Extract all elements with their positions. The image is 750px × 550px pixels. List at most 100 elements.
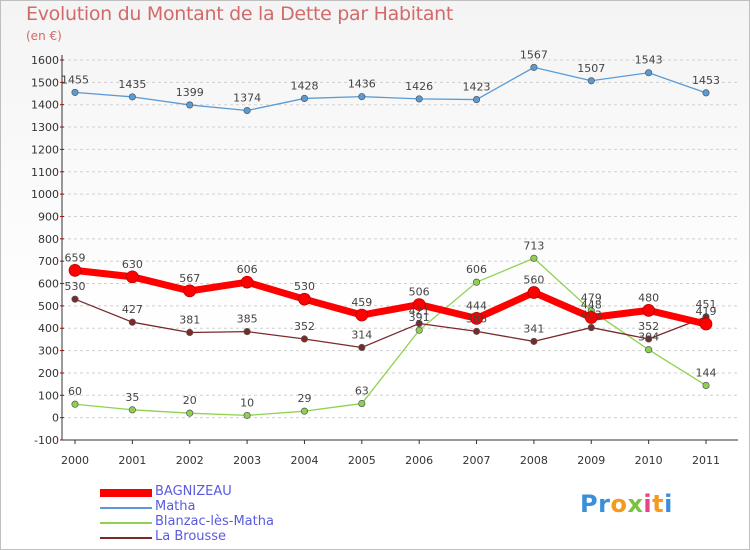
data-point [358, 400, 366, 408]
y-tick-label: 500 [38, 300, 59, 313]
data-point [300, 407, 309, 415]
data-point [699, 317, 713, 331]
x-tick-label: 2005 [348, 454, 376, 467]
chart-title: Evolution du Montant de la Dette par Hab… [26, 3, 454, 25]
data-label: 144 [696, 366, 717, 379]
data-point [243, 106, 251, 115]
data-label: 385 [237, 313, 258, 326]
data-point [645, 346, 653, 354]
data-label: 459 [351, 296, 372, 309]
data-point [240, 275, 254, 289]
y-tick-label: 200 [38, 367, 59, 380]
legend-swatch [100, 522, 152, 524]
data-label: 304 [638, 331, 659, 344]
data-label: 381 [179, 313, 200, 326]
series-line [74, 66, 707, 112]
data-label: 29 [297, 392, 311, 405]
data-point [412, 298, 426, 311]
x-tick-label: 2003 [233, 454, 261, 467]
x-tick-label: 2004 [290, 454, 318, 467]
data-label: 530 [294, 280, 315, 293]
legend-item: BAGNIZEAU [100, 484, 360, 500]
data-label: 35 [125, 391, 139, 404]
data-point [530, 254, 538, 262]
data-label: 606 [466, 263, 487, 276]
y-tick-label: 1300 [31, 121, 59, 134]
data-label: 1436 [348, 78, 376, 91]
legend-item: La Brousse [100, 529, 360, 545]
series-line [74, 266, 707, 328]
data-point [645, 335, 653, 343]
data-point [530, 337, 538, 345]
data-point [587, 77, 595, 85]
data-label: 10 [240, 396, 254, 409]
data-label: 1428 [290, 79, 318, 92]
proxiti-logo: Proxiti [580, 490, 673, 518]
legend-item: Matha [100, 499, 360, 515]
x-tick-label: 2001 [118, 454, 146, 467]
logo-letter: i [664, 490, 673, 518]
data-label: 480 [638, 291, 659, 304]
data-label: 427 [122, 303, 143, 316]
data-label: 560 [523, 273, 544, 286]
legend-label: BAGNIZEAU [155, 484, 232, 499]
data-label: 1435 [118, 78, 146, 91]
logo-letter: r [598, 490, 611, 518]
data-point [243, 411, 251, 419]
legend-label: La Brousse [155, 529, 227, 544]
data-label: 391 [409, 311, 430, 324]
data-point [415, 326, 423, 334]
data-label: 1567 [520, 48, 548, 61]
legend-swatch [100, 537, 152, 539]
data-label: 419 [696, 305, 717, 318]
data-point [584, 311, 598, 324]
y-tick-label: 100 [38, 389, 59, 402]
data-point [71, 88, 79, 96]
x-tick-label: 2008 [520, 454, 548, 467]
series-line [74, 257, 707, 417]
logo-letter: P [580, 490, 599, 518]
logo-letter: o [610, 490, 628, 518]
y-tick-label: 400 [38, 322, 59, 335]
legend-swatch [100, 489, 152, 497]
y-tick-label: 1000 [31, 188, 59, 201]
data-label: 1543 [635, 54, 663, 67]
x-tick-label: 2007 [463, 454, 491, 467]
x-tick-label: 2000 [61, 454, 89, 467]
data-point [71, 400, 79, 408]
data-point [472, 278, 481, 286]
data-point [702, 381, 710, 390]
data-label: 1423 [463, 81, 491, 94]
data-label: 479 [581, 292, 602, 305]
data-point [587, 324, 595, 332]
data-point [68, 263, 82, 277]
chart-subtitle: (en €) [26, 29, 62, 43]
y-tick-label: 0 [52, 412, 59, 425]
y-tick-label: 1200 [31, 143, 59, 156]
data-point [126, 270, 139, 284]
data-point [128, 93, 136, 101]
logo-letter: t [652, 490, 665, 518]
legend-label: Blanzac-lès-Matha [155, 514, 274, 529]
data-label: 444 [466, 299, 487, 312]
data-label: 20 [183, 394, 197, 407]
data-label: 567 [179, 272, 200, 285]
data-label: 448 [581, 299, 602, 312]
data-point [415, 95, 423, 103]
data-label: 530 [65, 280, 86, 293]
data-label: 1507 [577, 62, 605, 75]
data-label: 403 [581, 309, 602, 322]
data-label: 63 [355, 385, 369, 398]
y-tick-label: 900 [38, 210, 59, 223]
data-label: 314 [351, 328, 372, 341]
y-tick-label: -100 [34, 434, 59, 447]
legend-swatch [100, 507, 152, 509]
data-label: 60 [68, 385, 82, 398]
data-label: 506 [409, 286, 430, 299]
data-label: 451 [696, 298, 717, 311]
data-point [415, 319, 423, 328]
data-point [298, 292, 311, 306]
data-point [128, 406, 136, 414]
data-point [186, 328, 194, 337]
